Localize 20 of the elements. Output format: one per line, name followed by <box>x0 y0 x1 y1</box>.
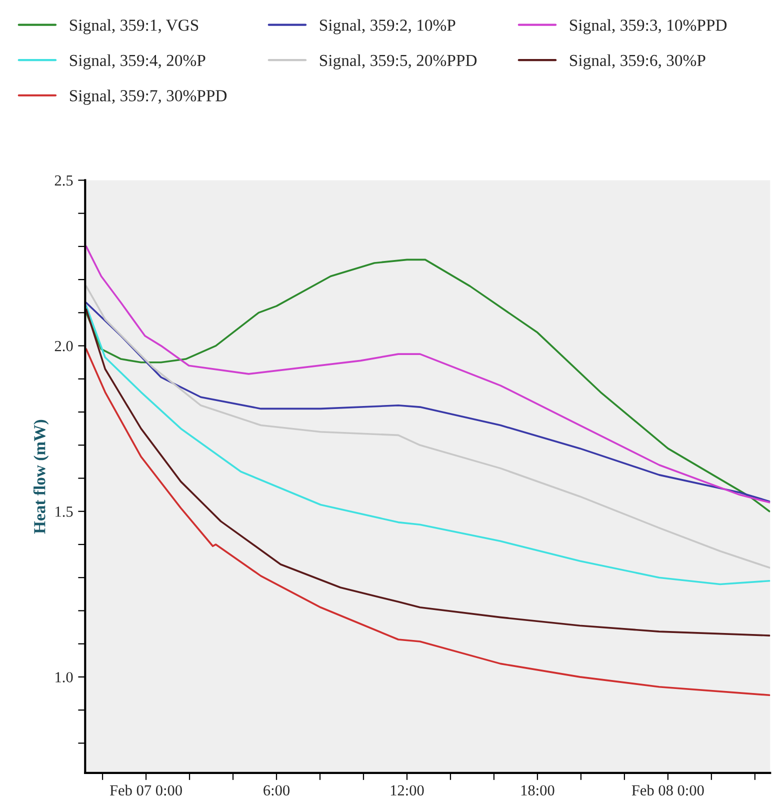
line-series <box>85 302 770 502</box>
legend-label: Signal, 359:7, 30%PPD <box>70 90 227 105</box>
line-series <box>85 348 770 696</box>
legend-label: Signal, 359:5, 20%PPD <box>320 54 477 70</box>
x-tick-label: 12:00 <box>390 785 424 796</box>
legend-label: Signal, 359:3, 10%PPD <box>570 19 727 34</box>
legend-label: Signal, 359:4, 20%P <box>70 54 206 70</box>
y-tick-label: 2.0 <box>54 340 73 352</box>
y-tick-label: 2.5 <box>54 175 73 186</box>
y-tick-label: 1.5 <box>56 506 73 517</box>
y-axis-title: Heat flow (mW) <box>33 420 49 534</box>
x-tick-label: 6:00 <box>264 785 290 796</box>
x-tick-label: 18:00 <box>521 785 554 796</box>
legend-label: Signal, 359:2, 10%P <box>320 19 456 34</box>
x-tick-label: Feb 08 0:00 <box>632 784 704 796</box>
legend-label: Signal, 359:1, VGS <box>70 19 198 34</box>
x-tick-label: Feb 07 0:00 <box>110 784 182 796</box>
line-series <box>85 308 770 636</box>
legend-label: Signal, 359:6, 30%P <box>570 54 706 70</box>
y-tick-label: 1.0 <box>56 672 73 682</box>
